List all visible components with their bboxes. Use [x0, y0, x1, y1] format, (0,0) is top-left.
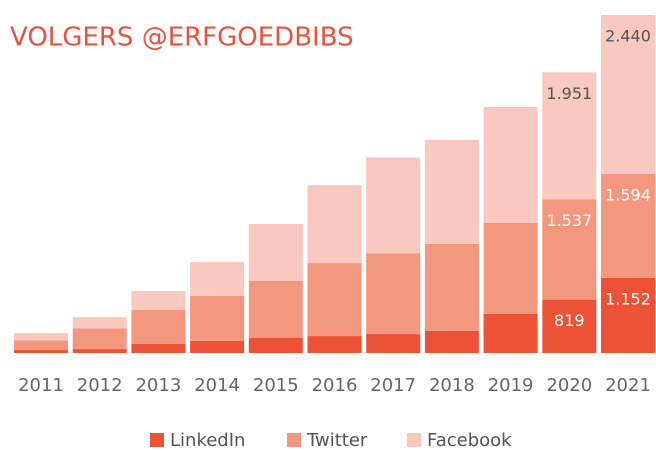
bar-segment	[542, 72, 597, 200]
value-label: 1.152	[605, 289, 651, 308]
bar-segment	[601, 174, 655, 278]
bar-segment	[72, 328, 127, 350]
bar-segment	[366, 157, 421, 254]
chart-title: VOLGERS @ERFGOEDBIBS	[10, 23, 354, 53]
bar-segment	[131, 309, 186, 344]
bar-segment	[307, 336, 362, 353]
x-tick-label: 2021	[605, 375, 651, 396]
value-label: 2.440	[605, 27, 651, 46]
bar-segment	[14, 340, 68, 351]
bar-segment	[248, 223, 303, 281]
bar-segment	[190, 295, 245, 341]
bar-segment	[483, 106, 538, 223]
legend-swatch	[150, 433, 164, 447]
bar-segment	[307, 185, 362, 264]
value-label: 1.951	[546, 84, 592, 103]
legend-label: Facebook	[427, 430, 512, 451]
bar-segment	[307, 263, 362, 337]
bar-segment	[542, 299, 597, 353]
legend-swatch	[407, 433, 421, 447]
bar-segment	[483, 313, 538, 353]
bar-segment	[190, 262, 245, 296]
legend-label: Twitter	[306, 430, 368, 451]
bar-segment	[542, 199, 597, 300]
x-tick-label: 2017	[370, 375, 416, 396]
x-tick-label: 2020	[546, 375, 592, 396]
bar-segment	[14, 333, 68, 341]
x-tick-label: 2018	[429, 375, 475, 396]
bar-segment	[424, 243, 479, 331]
bar-segment	[72, 349, 127, 353]
bar-segment	[131, 343, 186, 353]
value-label: 819	[554, 311, 585, 330]
value-label: 1.594	[605, 186, 651, 205]
legend-swatch	[287, 433, 301, 447]
bar-segment	[424, 139, 479, 244]
value-label: 1.537	[546, 211, 592, 230]
x-tick-label: 2015	[253, 375, 299, 396]
bar-segment	[248, 338, 303, 353]
bar-segment	[366, 253, 421, 335]
x-tick-label: 2013	[135, 375, 181, 396]
x-tick-label: 2019	[488, 375, 534, 396]
legend-label: LinkedIn	[170, 430, 245, 451]
bar-segment	[131, 291, 186, 310]
bar-segment	[366, 334, 421, 353]
bar-segment	[601, 277, 655, 353]
x-tick-label: 2011	[18, 375, 64, 396]
bar-segment	[14, 350, 68, 353]
bar-segment	[72, 317, 127, 329]
x-tick-label: 2016	[312, 375, 358, 396]
bar-segment	[248, 280, 303, 339]
bar-segment	[424, 330, 479, 353]
bar-segment	[483, 222, 538, 314]
x-tick-label: 2014	[194, 375, 240, 396]
x-tick-label: 2012	[77, 375, 123, 396]
bar-segment	[601, 15, 655, 175]
bar-segment	[190, 340, 245, 353]
